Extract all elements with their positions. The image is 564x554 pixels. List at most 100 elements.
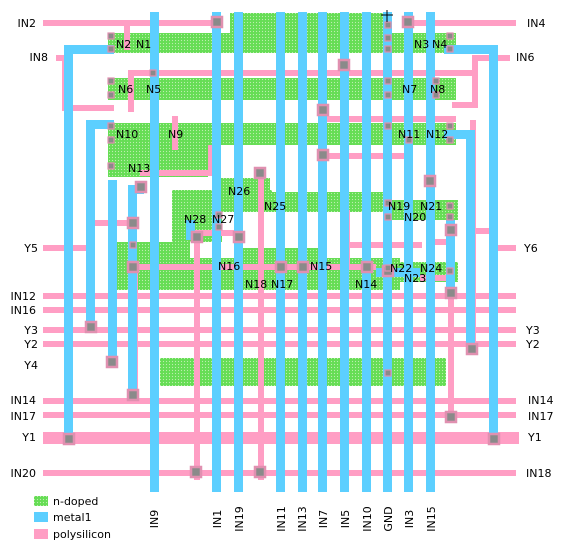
metal1-layer (64, 12, 498, 492)
pin-label-bottom: IN7 (317, 510, 330, 528)
pin-label-right: IN4 (527, 17, 545, 30)
pin-label-right: Y6 (523, 242, 538, 255)
poly-wire (470, 228, 496, 234)
transistor-label: N22 (390, 262, 412, 275)
pin-label-left: IN14 (11, 394, 36, 407)
pin-label-right: Y2 (525, 338, 540, 351)
pin-label-right: Y1 (527, 431, 542, 444)
poly-wire (258, 170, 264, 480)
transistor-label: N8 (430, 83, 445, 96)
transistor-label: N15 (310, 260, 332, 273)
transistor-label: N13 (128, 162, 150, 175)
pin-label-bottom: IN11 (275, 506, 288, 531)
metal-wire (128, 185, 137, 395)
pin-label-left: Y5 (23, 242, 38, 255)
transistor-label: N20 (404, 211, 426, 224)
metal-wire (86, 120, 114, 129)
pin-label-left: IN20 (11, 467, 36, 480)
transistor-label: N28 (184, 213, 206, 226)
transistor-label: N17 (271, 278, 293, 291)
pin-label-left: Y2 (23, 338, 38, 351)
bottom-pin-labels: IN9 IN1 IN19 IN11 IN13 IN7 IN5 IN10 GND IN3 IN15 (148, 506, 438, 531)
transistor-label: N26 (228, 185, 250, 198)
metal-wire (446, 220, 455, 295)
metal-wire (444, 130, 475, 139)
pin-label-bottom: IN3 (403, 510, 416, 528)
metal-wire (276, 12, 285, 492)
contact-small (107, 21, 454, 377)
poly-wire (420, 275, 454, 281)
pin-label-left: IN2 (18, 17, 36, 30)
metal-wire (108, 180, 117, 365)
transistor-label: N1 (136, 38, 151, 51)
pin-label-left: IN17 (11, 410, 36, 423)
pin-label-left: IN8 (30, 51, 48, 64)
ndoped-region (272, 192, 390, 212)
poly-wire (208, 145, 214, 173)
metal-wire (212, 12, 221, 492)
metal-wire (383, 12, 392, 492)
metal-wire (298, 12, 307, 492)
transistor-label: N7 (402, 83, 417, 96)
transistor-label: N25 (264, 200, 286, 213)
pin-label-right: IN6 (516, 51, 534, 64)
pin-label-bottom: IN1 (211, 510, 224, 528)
metal-wire (64, 45, 73, 440)
metal-wire (489, 45, 498, 440)
transistor-label: N5 (146, 83, 161, 96)
metal-wire (362, 12, 371, 492)
poly-wire (472, 55, 478, 105)
metal-wire (86, 120, 95, 330)
transistor-label: N14 (355, 278, 377, 291)
transistor-label: N16 (218, 260, 240, 273)
poly-wire (43, 20, 220, 26)
pin-label-bottom: IN15 (425, 506, 438, 531)
pin-label-right: IN14 (528, 394, 553, 407)
transistor-label: N9 (168, 128, 183, 141)
legend-swatch-polysilicon (34, 529, 48, 539)
metal-wire (426, 12, 435, 492)
metal-wire (150, 12, 159, 492)
poly-wire (342, 242, 422, 248)
contact-large (62, 15, 501, 479)
transistor-label: N10 (116, 128, 138, 141)
legend-swatch-metal1 (34, 512, 48, 522)
pin-label-left: Y4 (23, 359, 38, 372)
metal-wire (376, 268, 420, 277)
transistor-label: N11 (398, 128, 420, 141)
pin-label-left: Y1 (21, 431, 36, 444)
contact-layer (62, 10, 501, 479)
pin-label-left: IN16 (11, 304, 36, 317)
legend-swatch-ndoped (34, 496, 48, 506)
poly-wire (448, 228, 454, 418)
pin-label-bottom: GND (382, 506, 395, 531)
metal-wire (404, 12, 413, 492)
ndoped-region (172, 190, 272, 212)
transistor-label: N19 (388, 200, 410, 213)
poly-wire (132, 264, 376, 270)
poly-wire (490, 245, 516, 251)
legend-label-ndoped: n-doped (53, 495, 98, 508)
transistor-label: N23 (404, 272, 426, 285)
transistor-label: N12 (426, 128, 448, 141)
metal-wire (466, 130, 475, 350)
pin-label-bottom: IN10 (361, 506, 374, 531)
transistor-label: N4 (432, 38, 447, 51)
poly-wire (172, 116, 178, 150)
metal-wire (340, 12, 349, 492)
metal-wire (318, 12, 327, 492)
pin-label-bottom: IN5 (339, 510, 352, 528)
pin-label-right: IN17 (528, 410, 553, 423)
metal-wire (444, 45, 498, 54)
poly-wire (128, 70, 134, 112)
legend: n-doped metal1 polysilicon (34, 495, 111, 541)
poly-wire (428, 239, 454, 245)
poly-wire (62, 105, 114, 111)
metal-wire (64, 45, 114, 54)
legend-label-polysilicon: polysilicon (53, 528, 111, 541)
poly-wire (452, 102, 478, 108)
